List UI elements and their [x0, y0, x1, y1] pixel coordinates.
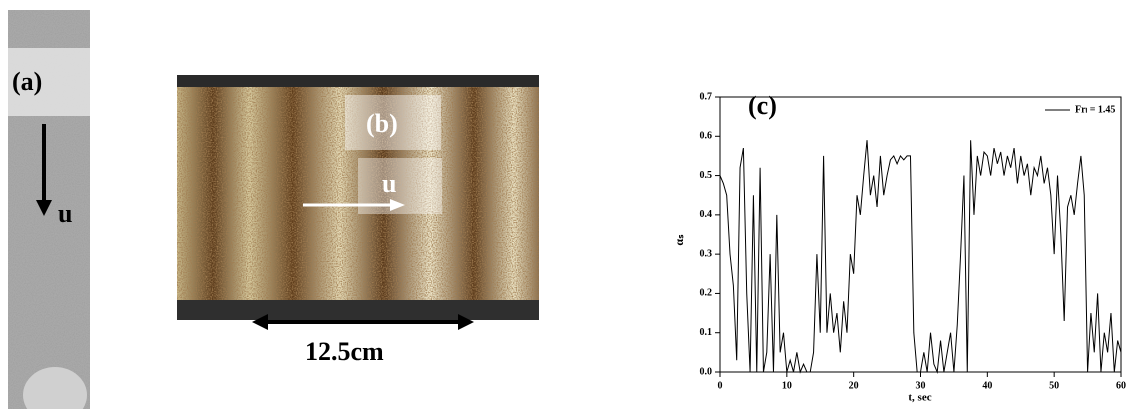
- x-tick-label: 50: [1049, 380, 1059, 391]
- y-tick-label: 0.0: [700, 366, 713, 377]
- x-tick-label: 10: [782, 380, 792, 391]
- panel-b: (b) u 12.5cm: [177, 75, 539, 366]
- label-box: [345, 95, 441, 150]
- y-tick-label: 0.1: [700, 327, 713, 338]
- y-tick-label: 0.5: [700, 170, 713, 181]
- arrow-label: u: [58, 199, 72, 228]
- bubble: [23, 367, 87, 409]
- x-axis-label: t, sec: [908, 392, 931, 404]
- y-axis-label: αₛ: [672, 234, 686, 246]
- y-tick-label: 0.6: [700, 131, 713, 142]
- x-tick-label: 30: [916, 380, 926, 391]
- data-line: [719, 140, 1122, 374]
- label-box: [8, 48, 90, 116]
- channel-wall: [177, 300, 539, 320]
- panel-label: (a): [12, 67, 42, 96]
- x-tick-label: 40: [982, 380, 992, 391]
- legend-label: Frₗ = 1.45: [1075, 104, 1115, 115]
- photo-texture: [177, 75, 539, 320]
- panel-label: (b): [366, 109, 398, 138]
- y-tick-label: 0.3: [700, 248, 713, 259]
- arrow-label: u: [382, 169, 396, 198]
- y-tick-label: 0.7: [700, 91, 713, 102]
- y-tick-label: 0.4: [700, 209, 713, 220]
- x-tick-label: 60: [1116, 380, 1126, 391]
- x-tick-label: 0: [718, 380, 723, 391]
- panel-a: (a) u: [8, 10, 90, 409]
- arrow-head: [458, 314, 474, 330]
- x-tick-label: 20: [849, 380, 859, 391]
- chart: (c) t, sec αₛ 0.0 0.1 0.2 0.3 0.4 0.5 0.6 0.7 0 1…: [672, 91, 1126, 404]
- annotation: (c): [748, 91, 777, 120]
- channel-wall: [177, 75, 539, 87]
- arrow-head: [390, 199, 405, 211]
- scale-label: 12.5cm: [305, 337, 384, 366]
- arrow-head: [252, 314, 268, 330]
- y-tick-label: 0.2: [700, 288, 713, 299]
- arrow-head: [36, 200, 52, 216]
